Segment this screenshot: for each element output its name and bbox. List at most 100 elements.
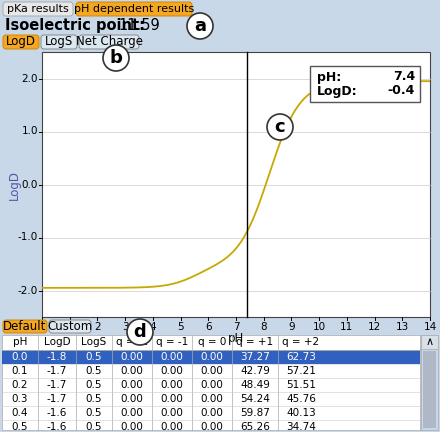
Circle shape [103,45,129,71]
Text: 0.00: 0.00 [201,379,224,390]
Text: 0.0: 0.0 [12,352,28,362]
Text: q = +2: q = +2 [282,337,319,347]
Text: 0.00: 0.00 [161,379,183,390]
Circle shape [187,13,213,39]
Text: 13: 13 [396,322,409,332]
Text: 0.5: 0.5 [86,352,102,362]
FancyBboxPatch shape [310,66,420,102]
Text: b: b [110,49,122,67]
Text: 9: 9 [288,322,295,332]
FancyBboxPatch shape [3,2,73,16]
Text: 2: 2 [94,322,101,332]
Text: 0.00: 0.00 [201,394,224,403]
Text: pH:: pH: [317,70,341,83]
Text: 0.3: 0.3 [12,394,28,403]
FancyBboxPatch shape [49,320,91,333]
FancyBboxPatch shape [2,349,420,363]
Text: 42.79: 42.79 [240,365,270,375]
Circle shape [267,114,293,140]
Text: 0.00: 0.00 [201,407,224,417]
Text: 0: 0 [39,322,45,332]
Text: 0.00: 0.00 [121,352,143,362]
Text: 0.00: 0.00 [201,365,224,375]
Text: 0.00: 0.00 [121,422,143,432]
FancyBboxPatch shape [421,335,438,349]
Text: 65.26: 65.26 [240,422,270,432]
Text: q = +1: q = +1 [236,337,274,347]
Text: -1.8: -1.8 [47,352,67,362]
Text: pH: pH [13,337,27,347]
Text: 37.27: 37.27 [240,352,270,362]
Text: -1.6: -1.6 [47,422,67,432]
Text: Isoelectric point:: Isoelectric point: [5,18,145,33]
Text: 7.4: 7.4 [393,70,415,83]
Text: 45.76: 45.76 [286,394,316,403]
FancyBboxPatch shape [42,52,430,317]
Text: pKa results: pKa results [7,4,69,14]
Text: 0.00: 0.00 [161,365,183,375]
Text: -1.7: -1.7 [47,394,67,403]
FancyBboxPatch shape [3,35,39,49]
Text: 0.00: 0.00 [161,422,183,432]
Text: 0.00: 0.00 [161,352,183,362]
Text: 54.24: 54.24 [240,394,270,403]
Text: 0.00: 0.00 [161,407,183,417]
FancyBboxPatch shape [0,319,440,432]
FancyBboxPatch shape [41,35,77,49]
Text: 0.5: 0.5 [12,422,28,432]
Text: pH dependent results: pH dependent results [74,4,194,14]
Text: 6: 6 [205,322,212,332]
Text: 8: 8 [260,322,267,332]
Text: 0.00: 0.00 [121,365,143,375]
Text: 0.5: 0.5 [86,422,102,432]
FancyBboxPatch shape [0,320,440,334]
Text: -1.7: -1.7 [47,379,67,390]
Text: 0.5: 0.5 [86,407,102,417]
Text: -1.0: -1.0 [18,232,38,242]
Text: 48.49: 48.49 [240,379,270,390]
Text: 0.0: 0.0 [22,180,38,190]
Text: 0.5: 0.5 [86,394,102,403]
FancyBboxPatch shape [0,17,440,34]
Text: 0.1: 0.1 [12,365,28,375]
Text: 0.00: 0.00 [121,379,143,390]
Text: 0.00: 0.00 [121,394,143,403]
Text: 0.00: 0.00 [121,407,143,417]
Text: LogD: LogD [6,35,36,48]
Text: pH: pH [228,332,244,345]
Text: Custom: Custom [48,320,93,333]
Text: 0.00: 0.00 [201,352,224,362]
FancyBboxPatch shape [423,351,436,428]
Text: 40.13: 40.13 [286,407,316,417]
Text: 62.73: 62.73 [286,352,316,362]
Text: q = -2: q = -2 [116,337,148,347]
Text: 2.0: 2.0 [22,73,38,83]
Text: 3: 3 [122,322,128,332]
Text: 14: 14 [423,322,436,332]
Text: 11: 11 [340,322,353,332]
Text: d: d [134,323,147,341]
Text: 12: 12 [368,322,381,332]
Text: -1.6: -1.6 [47,407,67,417]
Text: -1.7: -1.7 [47,365,67,375]
Text: c: c [275,118,285,136]
Text: 0.00: 0.00 [161,394,183,403]
Text: 0.5: 0.5 [86,379,102,390]
Text: 11.59: 11.59 [118,18,160,33]
Text: 0.5: 0.5 [86,365,102,375]
Text: 7: 7 [233,322,239,332]
Text: 59.87: 59.87 [240,407,270,417]
Text: LogD: LogD [44,337,70,347]
Text: LogD:: LogD: [317,85,358,98]
Text: q = -1: q = -1 [156,337,188,347]
Text: -2.0: -2.0 [18,286,38,295]
Text: 10: 10 [312,322,326,332]
FancyBboxPatch shape [2,335,420,430]
Text: 4: 4 [150,322,156,332]
Text: 0.00: 0.00 [201,422,224,432]
Text: q = 0: q = 0 [198,337,226,347]
Text: 34.74: 34.74 [286,422,316,432]
Circle shape [127,319,153,345]
Text: 1: 1 [66,322,73,332]
Text: 51.51: 51.51 [286,379,316,390]
